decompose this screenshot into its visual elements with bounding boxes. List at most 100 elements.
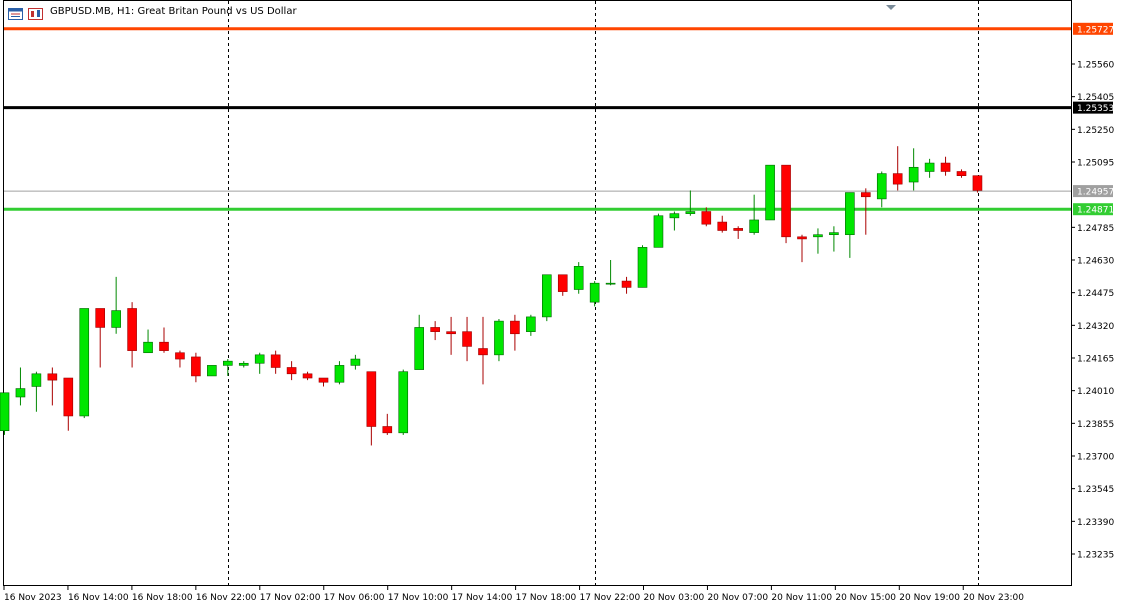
- candle: [63, 377, 74, 431]
- price-tick-label: 1.25405: [1077, 93, 1114, 103]
- time-tick-label: 17 Nov 18:00: [516, 593, 577, 603]
- level-tag-label: 1.25353: [1077, 104, 1114, 114]
- candle: [334, 361, 345, 385]
- candle: [446, 316, 456, 355]
- candle-body: [47, 373, 58, 381]
- time-tick-label: 17 Nov 22:00: [580, 593, 641, 603]
- candle: [15, 367, 26, 406]
- candle-body: [908, 166, 919, 183]
- candle: [940, 156, 951, 176]
- price-tick-label: 1.24475: [1077, 289, 1114, 299]
- candle: [398, 369, 409, 435]
- candle-body: [318, 377, 329, 383]
- candle-body: [733, 228, 744, 231]
- price-tick-label: 1.23700: [1077, 453, 1114, 463]
- time-tick-label: 16 Nov 14:00: [68, 593, 129, 603]
- candle: [318, 377, 329, 387]
- candle: [972, 175, 983, 193]
- candle: [749, 194, 759, 235]
- candle-body: [446, 331, 456, 335]
- horizontal-levels: [4, 27, 1071, 211]
- candle-body: [207, 365, 217, 377]
- candle: [175, 350, 185, 368]
- level-tag-orange: [1073, 22, 1113, 35]
- candle-body: [143, 341, 153, 354]
- candle: [717, 215, 728, 233]
- level-tag-label: 1.24871: [1077, 206, 1114, 216]
- candle-body: [717, 221, 728, 231]
- candle: [47, 367, 58, 406]
- candle-body: [749, 219, 759, 233]
- candle-body: [127, 308, 137, 351]
- candle: [79, 308, 90, 419]
- candle-body: [924, 162, 935, 172]
- candle: [462, 316, 472, 362]
- time-tick-label: 16 Nov 2023: [4, 593, 62, 603]
- time-tick-label: 20 Nov 11:00: [771, 593, 832, 603]
- candle: [765, 164, 775, 221]
- candle: [860, 188, 871, 235]
- candle-body: [813, 234, 823, 238]
- candle-body: [350, 358, 361, 366]
- candle-body: [876, 173, 887, 200]
- candle: [813, 228, 823, 254]
- chart-window-icon: [8, 8, 23, 20]
- level-tag-label: 1.24957: [1077, 188, 1114, 198]
- candle: [845, 192, 855, 258]
- chart-shift-marker[interactable]: [886, 5, 896, 10]
- candle: [430, 321, 440, 341]
- candle: [605, 260, 616, 286]
- time-tick-label: 20 Nov 19:00: [899, 593, 960, 603]
- candle-body: [829, 232, 839, 236]
- candle: [781, 164, 791, 244]
- candle: [701, 207, 712, 227]
- price-tick-label: 1.23235: [1077, 551, 1114, 561]
- candle: [0, 392, 10, 435]
- time-tick-label: 20 Nov 03:00: [644, 593, 705, 603]
- candle: [31, 371, 42, 412]
- candle: [956, 169, 967, 178]
- candle-body: [494, 320, 504, 356]
- candle-body: [621, 280, 632, 288]
- candle: [589, 281, 600, 307]
- candle: [143, 329, 153, 354]
- candle: [270, 350, 281, 374]
- candle: [414, 314, 425, 370]
- candle: [637, 245, 648, 288]
- time-tick-label: 20 Nov 07:00: [707, 593, 768, 603]
- price-tick-label: 1.24165: [1077, 355, 1114, 365]
- candle: [557, 274, 568, 296]
- candle: [924, 158, 935, 178]
- level-tag-label: 1.25727: [1077, 25, 1114, 35]
- candle: [797, 234, 807, 263]
- candle: [685, 190, 696, 216]
- candle: [526, 314, 536, 336]
- time-tick-label: 17 Nov 10:00: [388, 593, 449, 603]
- candle-body: [430, 327, 440, 332]
- price-tick-label: 1.23855: [1077, 420, 1114, 430]
- candle-body: [637, 247, 648, 288]
- candle-body: [302, 373, 313, 379]
- candle-body: [15, 388, 26, 398]
- candle-body: [238, 362, 249, 366]
- candle-body: [63, 377, 74, 417]
- plot-border: [3, 0, 1072, 586]
- price-tick-label: 1.24785: [1077, 224, 1114, 234]
- candle-body: [781, 164, 791, 238]
- candle-body: [270, 354, 281, 368]
- candle: [876, 171, 887, 208]
- chart-title: GBPUSD.MB, H1: Great Britan Pound vs US …: [50, 6, 297, 17]
- candle-body: [526, 316, 536, 332]
- candle: [510, 314, 520, 351]
- time-tick-label: 20 Nov 23:00: [963, 593, 1024, 603]
- candle-body: [382, 426, 393, 434]
- candle-body: [589, 282, 600, 303]
- price-tick-label: 1.24320: [1077, 322, 1114, 332]
- candle: [223, 359, 233, 376]
- candle-body: [956, 171, 967, 176]
- candle-body: [31, 373, 42, 387]
- candle-body: [478, 348, 488, 356]
- candle-body: [972, 175, 983, 191]
